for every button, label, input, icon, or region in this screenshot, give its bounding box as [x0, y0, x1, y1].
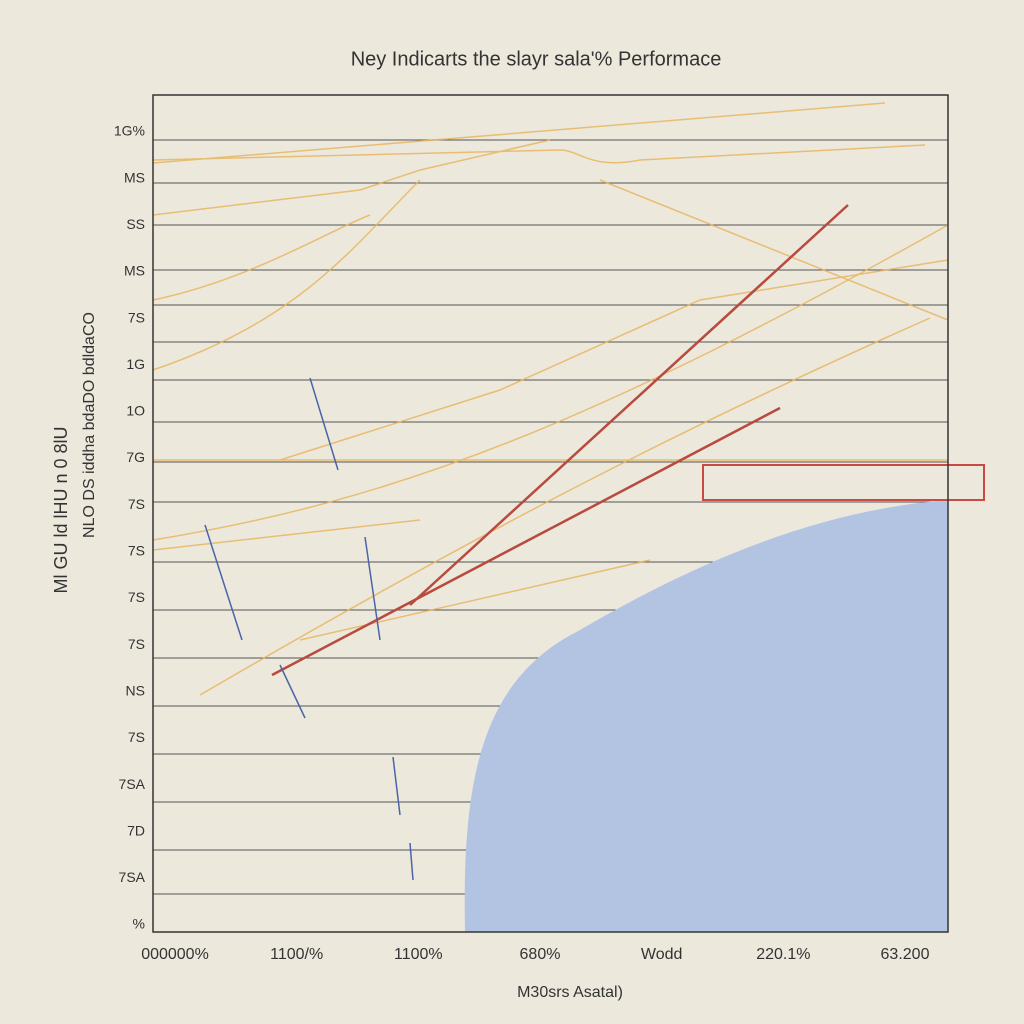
red-box: [702, 464, 985, 501]
y-tick-label: 1G: [126, 356, 145, 372]
y-tick-label: NS: [126, 682, 145, 698]
y-axis-label: NLO DS iddha bdaDO bdldaCO: [81, 312, 98, 538]
orange-lines: [152, 102, 949, 696]
x-tick-label: 1100%: [394, 946, 443, 963]
x-tick-label: 000000%: [141, 946, 209, 963]
y-tick-label: 7G: [126, 449, 145, 465]
x-tick-label: 1100/%: [270, 946, 323, 963]
y-tick-label: 7SA: [119, 869, 146, 885]
plot-frame: [152, 94, 949, 933]
y-tick-label: SS: [126, 216, 145, 232]
ticks: 1G% MS SS MS 7S 1G 1O 7G 7S 7S 7S 7S NS 7S 7SA 7D 7SA% 00…: [114, 123, 930, 964]
x-tick-label: Wodd: [641, 946, 683, 963]
blue-arrows: [204, 377, 414, 881]
y-tick-label: %: [133, 916, 145, 932]
y-tick-label: 1G%: [114, 123, 145, 139]
blue-area: [464, 500, 948, 932]
y-tick-label: 1O: [126, 403, 145, 419]
x-axis-label: M30srs Asatal): [517, 984, 623, 1001]
y-tick-label: 7S: [128, 309, 145, 325]
y-tick-label: 7S: [128, 589, 145, 605]
y-tick-label: 7S: [128, 543, 145, 559]
y-axis-label: Ml GU ld lHU n 0 8lU: [51, 426, 71, 593]
y-tick-label: 7D: [127, 822, 145, 838]
y-tick-label: 7S: [128, 636, 145, 652]
y-tick-label: 7S: [128, 729, 145, 745]
chart-title: Ney Indicarts the slayr sala'% Performac…: [351, 48, 722, 70]
y-tick-label: MS: [124, 169, 145, 185]
red-line: [271, 204, 849, 677]
x-tick-label: 680%: [520, 946, 561, 963]
x-tick-label: 220.1%: [756, 946, 810, 963]
y-tick-label: 7S: [128, 496, 145, 512]
y-tick-label: MS: [124, 263, 145, 279]
y-tick-label: 7SA: [119, 776, 146, 792]
x-tick-label: 63.200: [881, 946, 930, 963]
